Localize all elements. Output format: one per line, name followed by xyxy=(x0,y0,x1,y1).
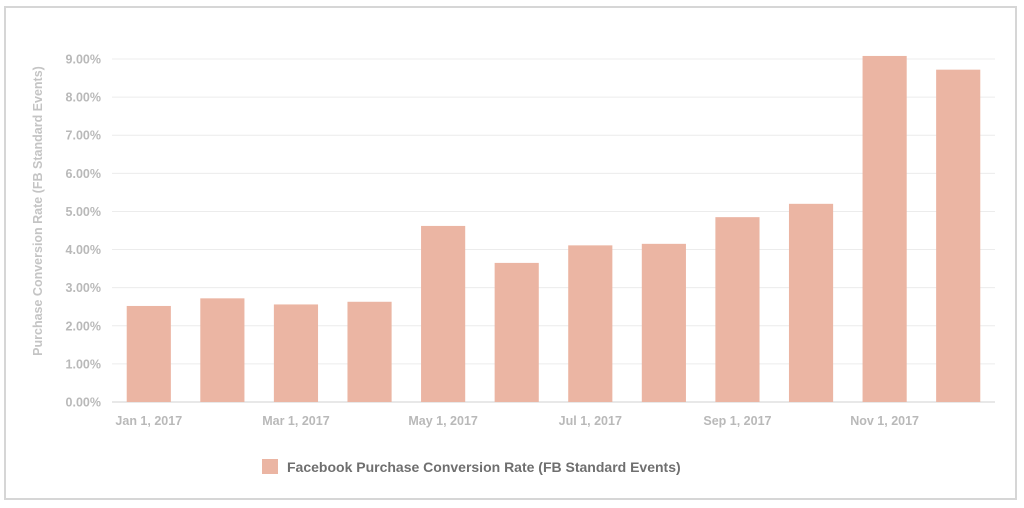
y-tick-label: 1.00% xyxy=(66,357,101,371)
y-tick-label: 9.00% xyxy=(66,53,101,67)
y-tick-label: 0.00% xyxy=(66,396,101,410)
x-tick-label: May 1, 2017 xyxy=(408,414,478,428)
x-tick-label: Jan 1, 2017 xyxy=(115,414,182,428)
y-tick-label: 7.00% xyxy=(66,129,101,143)
y-tick-label: 5.00% xyxy=(66,205,101,219)
x-tick-label: Mar 1, 2017 xyxy=(262,414,329,428)
bar[interactable] xyxy=(200,298,245,402)
bar[interactable] xyxy=(347,301,392,402)
gridlines xyxy=(112,58,995,403)
y-axis-title: Purchase Conversion Rate (FB Standard Ev… xyxy=(31,66,45,356)
legend: Facebook Purchase Conversion Rate (FB St… xyxy=(262,459,681,475)
y-tick-label: 8.00% xyxy=(66,91,101,105)
bar[interactable] xyxy=(494,262,539,402)
x-axis-ticks: Jan 1, 2017 Mar 1, 2017 May 1, 2017 Jul 1, … xyxy=(115,414,919,428)
x-tick-label: Jul 1, 2017 xyxy=(559,414,622,428)
legend-swatch xyxy=(262,459,278,474)
bar[interactable] xyxy=(936,69,981,402)
bar[interactable] xyxy=(568,245,613,402)
y-tick-label: 3.00% xyxy=(66,281,101,295)
bars xyxy=(126,55,981,402)
x-tick-label: Nov 1, 2017 xyxy=(850,414,919,428)
bar[interactable] xyxy=(862,55,907,402)
bar[interactable] xyxy=(715,217,760,402)
y-tick-label: 6.00% xyxy=(66,167,101,181)
bar[interactable] xyxy=(788,203,834,402)
bar[interactable] xyxy=(421,225,466,402)
bar[interactable] xyxy=(273,304,319,402)
y-axis-ticks: 0.00% 1.00% 2.00% 3.00% 4.00% 5.00% 6.00% 7.00%… xyxy=(66,53,101,410)
x-tick-label: Sep 1, 2017 xyxy=(703,414,771,428)
bar[interactable] xyxy=(641,243,686,402)
chart-frame xyxy=(4,6,1017,500)
y-tick-label: 2.00% xyxy=(66,319,101,333)
legend-label: Facebook Purchase Conversion Rate (FB St… xyxy=(287,459,681,475)
bar[interactable] xyxy=(126,305,171,402)
y-tick-label: 4.00% xyxy=(66,243,101,257)
